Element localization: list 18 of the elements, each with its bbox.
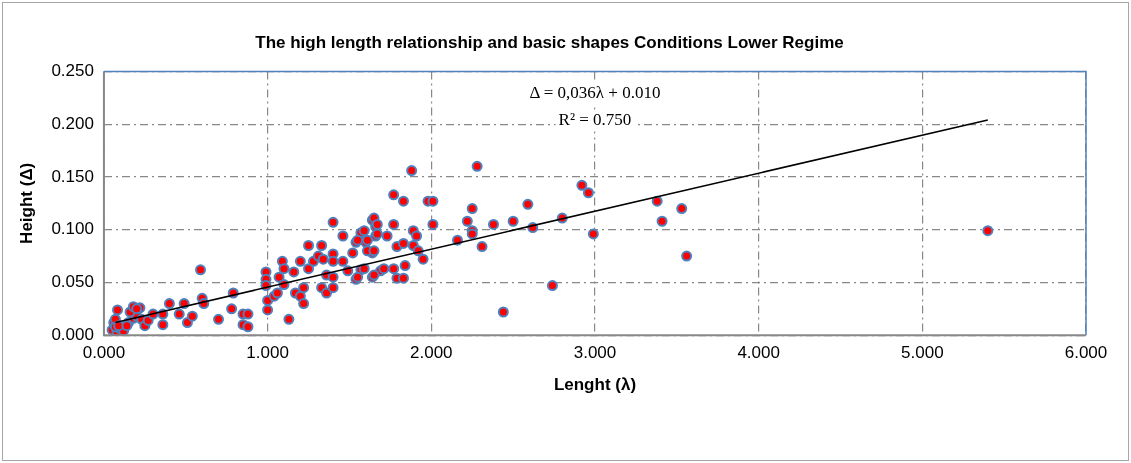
annotation: Δ = 0,036λ + 0.010 [529,82,661,102]
x-tick-label: 0.000 [82,343,126,363]
x-tick-label: 3.000 [573,343,617,363]
y-tick-label: 0.100 [51,219,94,239]
y-tick-label: 0.000 [51,324,94,344]
x-tick-label: 5.000 [901,343,944,363]
x-tick-label: 4.000 [737,343,780,363]
annotation: R² = 0.750 [558,109,632,129]
y-axis-title: Height (Δ) [16,162,36,244]
x-tick-label: 2.000 [410,343,453,363]
x-tick-label: 1.000 [246,343,289,363]
chart-title: The high length relationship and basic shapes Conditions Lower Regime [255,32,844,52]
y-tick-label: 0.200 [51,113,94,133]
x-axis-title: Lenght (λ) [553,375,637,395]
y-tick-label: 0.050 [51,272,94,292]
x-tick-label: 6.000 [1064,343,1108,363]
y-tick-label: 0.150 [51,166,94,186]
y-tick-label: 0.250 [51,61,94,81]
